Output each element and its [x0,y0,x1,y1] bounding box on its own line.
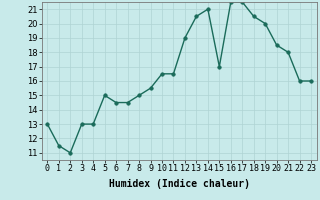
X-axis label: Humidex (Indice chaleur): Humidex (Indice chaleur) [109,179,250,189]
